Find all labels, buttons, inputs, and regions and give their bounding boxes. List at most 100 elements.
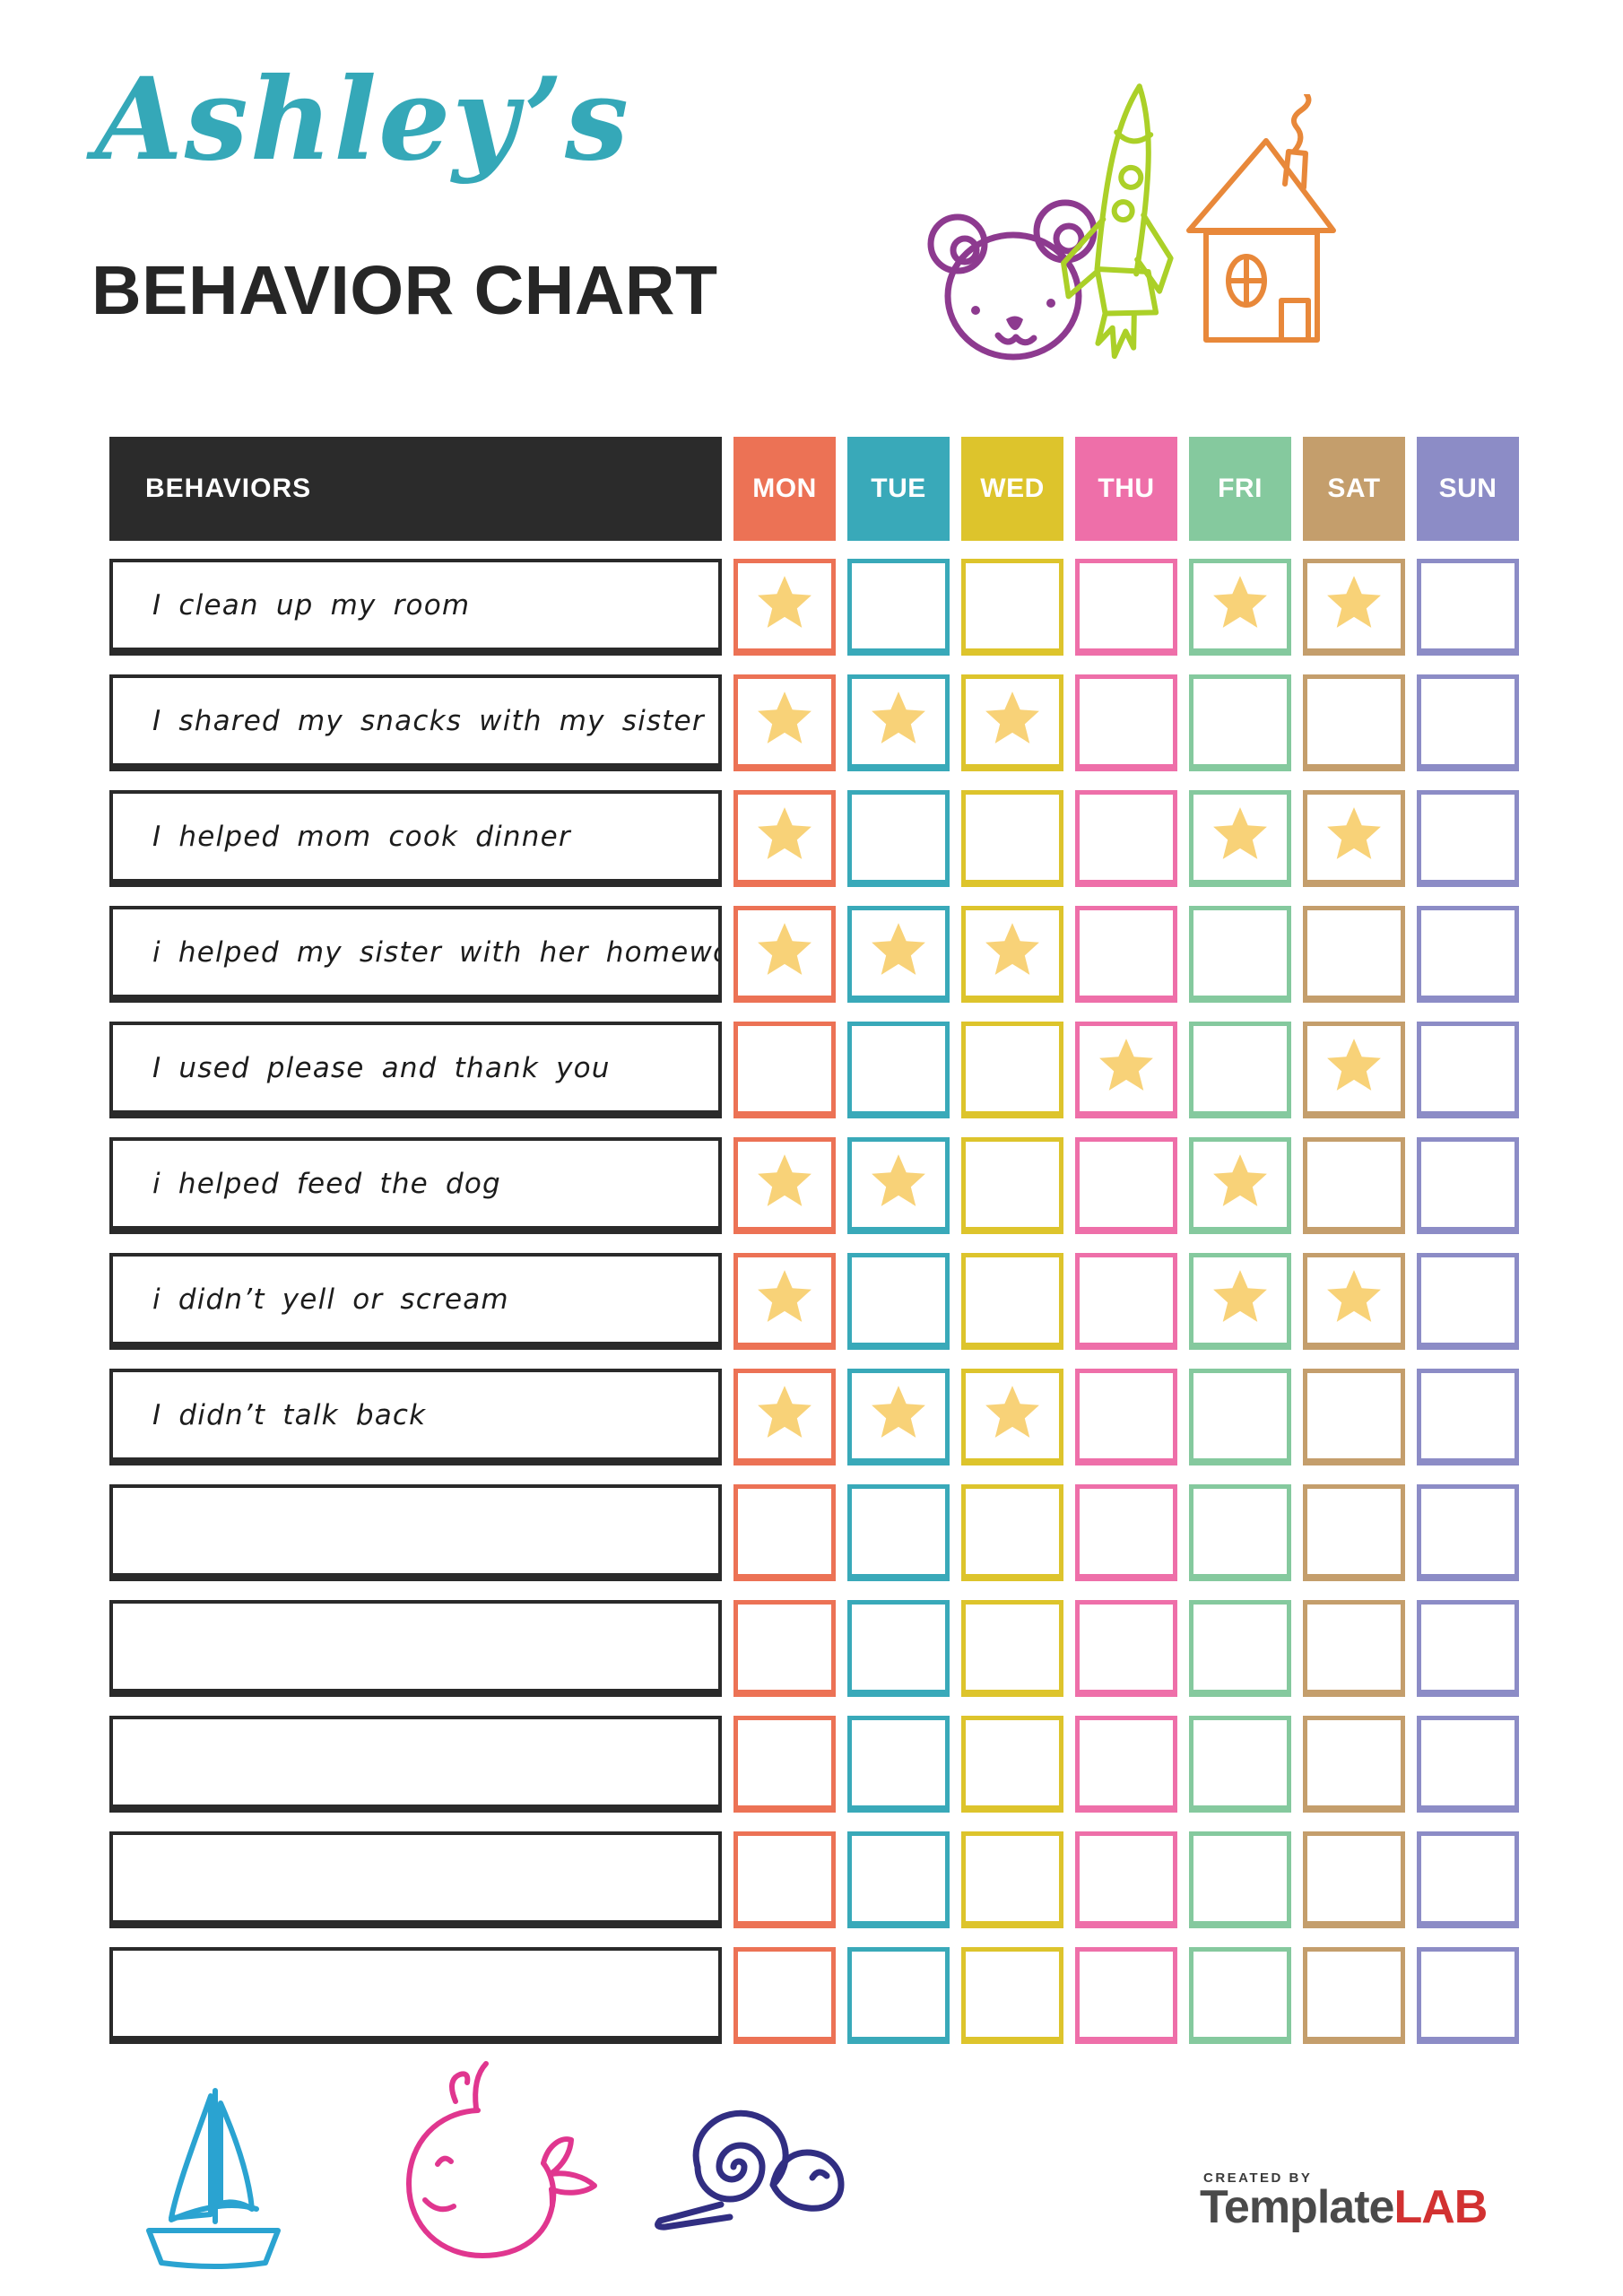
day-cell-thu[interactable] bbox=[1075, 1369, 1177, 1465]
day-cell-tue[interactable] bbox=[847, 1484, 950, 1581]
day-cell-fri[interactable] bbox=[1189, 790, 1291, 887]
day-cell-sun[interactable] bbox=[1417, 1484, 1519, 1581]
day-cell-sat[interactable] bbox=[1303, 559, 1405, 656]
day-cell-sat[interactable] bbox=[1303, 1022, 1405, 1118]
behavior-cell-empty[interactable] bbox=[109, 1947, 722, 2044]
day-cell-sun[interactable] bbox=[1417, 1022, 1519, 1118]
day-cell-sun[interactable] bbox=[1417, 1831, 1519, 1928]
day-cell-wed[interactable] bbox=[961, 1600, 1063, 1697]
day-cell-mon[interactable] bbox=[733, 1137, 836, 1234]
day-cell-sat[interactable] bbox=[1303, 1369, 1405, 1465]
day-cell-wed[interactable] bbox=[961, 1369, 1063, 1465]
day-cell-wed[interactable] bbox=[961, 1716, 1063, 1813]
day-cell-sat[interactable] bbox=[1303, 1831, 1405, 1928]
day-cell-fri[interactable] bbox=[1189, 1947, 1291, 2044]
day-cell-sun[interactable] bbox=[1417, 906, 1519, 1003]
day-cell-mon[interactable] bbox=[733, 1600, 836, 1697]
day-cell-thu[interactable] bbox=[1075, 1137, 1177, 1234]
day-cell-fri[interactable] bbox=[1189, 559, 1291, 656]
day-cell-mon[interactable] bbox=[733, 1022, 836, 1118]
day-cell-sun[interactable] bbox=[1417, 1947, 1519, 2044]
day-cell-sun[interactable] bbox=[1417, 1369, 1519, 1465]
day-cell-fri[interactable] bbox=[1189, 906, 1291, 1003]
day-cell-sun[interactable] bbox=[1417, 1600, 1519, 1697]
day-cell-wed[interactable] bbox=[961, 674, 1063, 771]
star-icon bbox=[1213, 1153, 1267, 1206]
day-cell-tue[interactable] bbox=[847, 1947, 950, 2044]
day-cell-thu[interactable] bbox=[1075, 1600, 1177, 1697]
day-cell-mon[interactable] bbox=[733, 674, 836, 771]
day-cell-mon[interactable] bbox=[733, 1253, 836, 1350]
day-cell-sun[interactable] bbox=[1417, 790, 1519, 887]
day-cell-wed[interactable] bbox=[961, 559, 1063, 656]
day-cell-sat[interactable] bbox=[1303, 1716, 1405, 1813]
day-cell-fri[interactable] bbox=[1189, 1484, 1291, 1581]
day-cell-thu[interactable] bbox=[1075, 559, 1177, 656]
day-cell-mon[interactable] bbox=[733, 1716, 836, 1813]
day-cell-sun[interactable] bbox=[1417, 559, 1519, 656]
day-cell-tue[interactable] bbox=[847, 1600, 950, 1697]
day-header-sun: SUN bbox=[1417, 437, 1519, 541]
day-cell-mon[interactable] bbox=[733, 1947, 836, 2044]
day-cell-fri[interactable] bbox=[1189, 1831, 1291, 1928]
day-cell-mon[interactable] bbox=[733, 906, 836, 1003]
day-cell-thu[interactable] bbox=[1075, 1022, 1177, 1118]
day-cell-sat[interactable] bbox=[1303, 790, 1405, 887]
day-cell-thu[interactable] bbox=[1075, 790, 1177, 887]
behavior-cell-empty[interactable] bbox=[109, 1600, 722, 1697]
day-cell-mon[interactable] bbox=[733, 1369, 836, 1465]
day-cell-mon[interactable] bbox=[733, 559, 836, 656]
day-cell-fri[interactable] bbox=[1189, 1716, 1291, 1813]
day-cell-thu[interactable] bbox=[1075, 1831, 1177, 1928]
day-cell-wed[interactable] bbox=[961, 1831, 1063, 1928]
day-cell-sun[interactable] bbox=[1417, 674, 1519, 771]
day-cell-tue[interactable] bbox=[847, 1831, 950, 1928]
day-cell-fri[interactable] bbox=[1189, 1022, 1291, 1118]
day-cell-tue[interactable] bbox=[847, 1137, 950, 1234]
house-doodle-icon bbox=[1186, 94, 1336, 343]
day-cell-wed[interactable] bbox=[961, 1022, 1063, 1118]
day-cell-sat[interactable] bbox=[1303, 1947, 1405, 2044]
day-cell-sat[interactable] bbox=[1303, 1484, 1405, 1581]
day-cell-thu[interactable] bbox=[1075, 1947, 1177, 2044]
day-cell-mon[interactable] bbox=[733, 1831, 836, 1928]
day-cell-wed[interactable] bbox=[961, 1484, 1063, 1581]
day-cell-sat[interactable] bbox=[1303, 906, 1405, 1003]
day-cell-mon[interactable] bbox=[733, 790, 836, 887]
day-cell-sat[interactable] bbox=[1303, 674, 1405, 771]
day-cell-fri[interactable] bbox=[1189, 1600, 1291, 1697]
day-cell-tue[interactable] bbox=[847, 790, 950, 887]
day-cell-sat[interactable] bbox=[1303, 1253, 1405, 1350]
day-cell-sun[interactable] bbox=[1417, 1716, 1519, 1813]
day-cell-thu[interactable] bbox=[1075, 674, 1177, 771]
day-cell-wed[interactable] bbox=[961, 1137, 1063, 1234]
day-cell-fri[interactable] bbox=[1189, 1137, 1291, 1234]
behavior-cell-empty[interactable] bbox=[109, 1831, 722, 1928]
day-cell-wed[interactable] bbox=[961, 1947, 1063, 2044]
day-cell-sun[interactable] bbox=[1417, 1253, 1519, 1350]
behavior-cell-empty[interactable] bbox=[109, 1484, 722, 1581]
day-cell-tue[interactable] bbox=[847, 1369, 950, 1465]
behavior-cell-empty[interactable] bbox=[109, 1716, 722, 1813]
day-cell-mon[interactable] bbox=[733, 1484, 836, 1581]
day-cell-wed[interactable] bbox=[961, 906, 1063, 1003]
day-cell-thu[interactable] bbox=[1075, 1253, 1177, 1350]
day-cell-wed[interactable] bbox=[961, 1253, 1063, 1350]
day-cell-tue[interactable] bbox=[847, 1716, 950, 1813]
day-cell-thu[interactable] bbox=[1075, 906, 1177, 1003]
day-cell-tue[interactable] bbox=[847, 1253, 950, 1350]
day-cell-sat[interactable] bbox=[1303, 1137, 1405, 1234]
day-cell-thu[interactable] bbox=[1075, 1484, 1177, 1581]
day-cell-tue[interactable] bbox=[847, 559, 950, 656]
day-cell-tue[interactable] bbox=[847, 1022, 950, 1118]
day-cell-sat[interactable] bbox=[1303, 1600, 1405, 1697]
day-cell-fri[interactable] bbox=[1189, 1253, 1291, 1350]
day-cell-tue[interactable] bbox=[847, 674, 950, 771]
day-cell-wed[interactable] bbox=[961, 790, 1063, 887]
day-cell-tue[interactable] bbox=[847, 906, 950, 1003]
day-cell-fri[interactable] bbox=[1189, 1369, 1291, 1465]
behavior-cell: i helped feed the dog bbox=[109, 1137, 722, 1234]
day-cell-thu[interactable] bbox=[1075, 1716, 1177, 1813]
day-cell-fri[interactable] bbox=[1189, 674, 1291, 771]
day-cell-sun[interactable] bbox=[1417, 1137, 1519, 1234]
